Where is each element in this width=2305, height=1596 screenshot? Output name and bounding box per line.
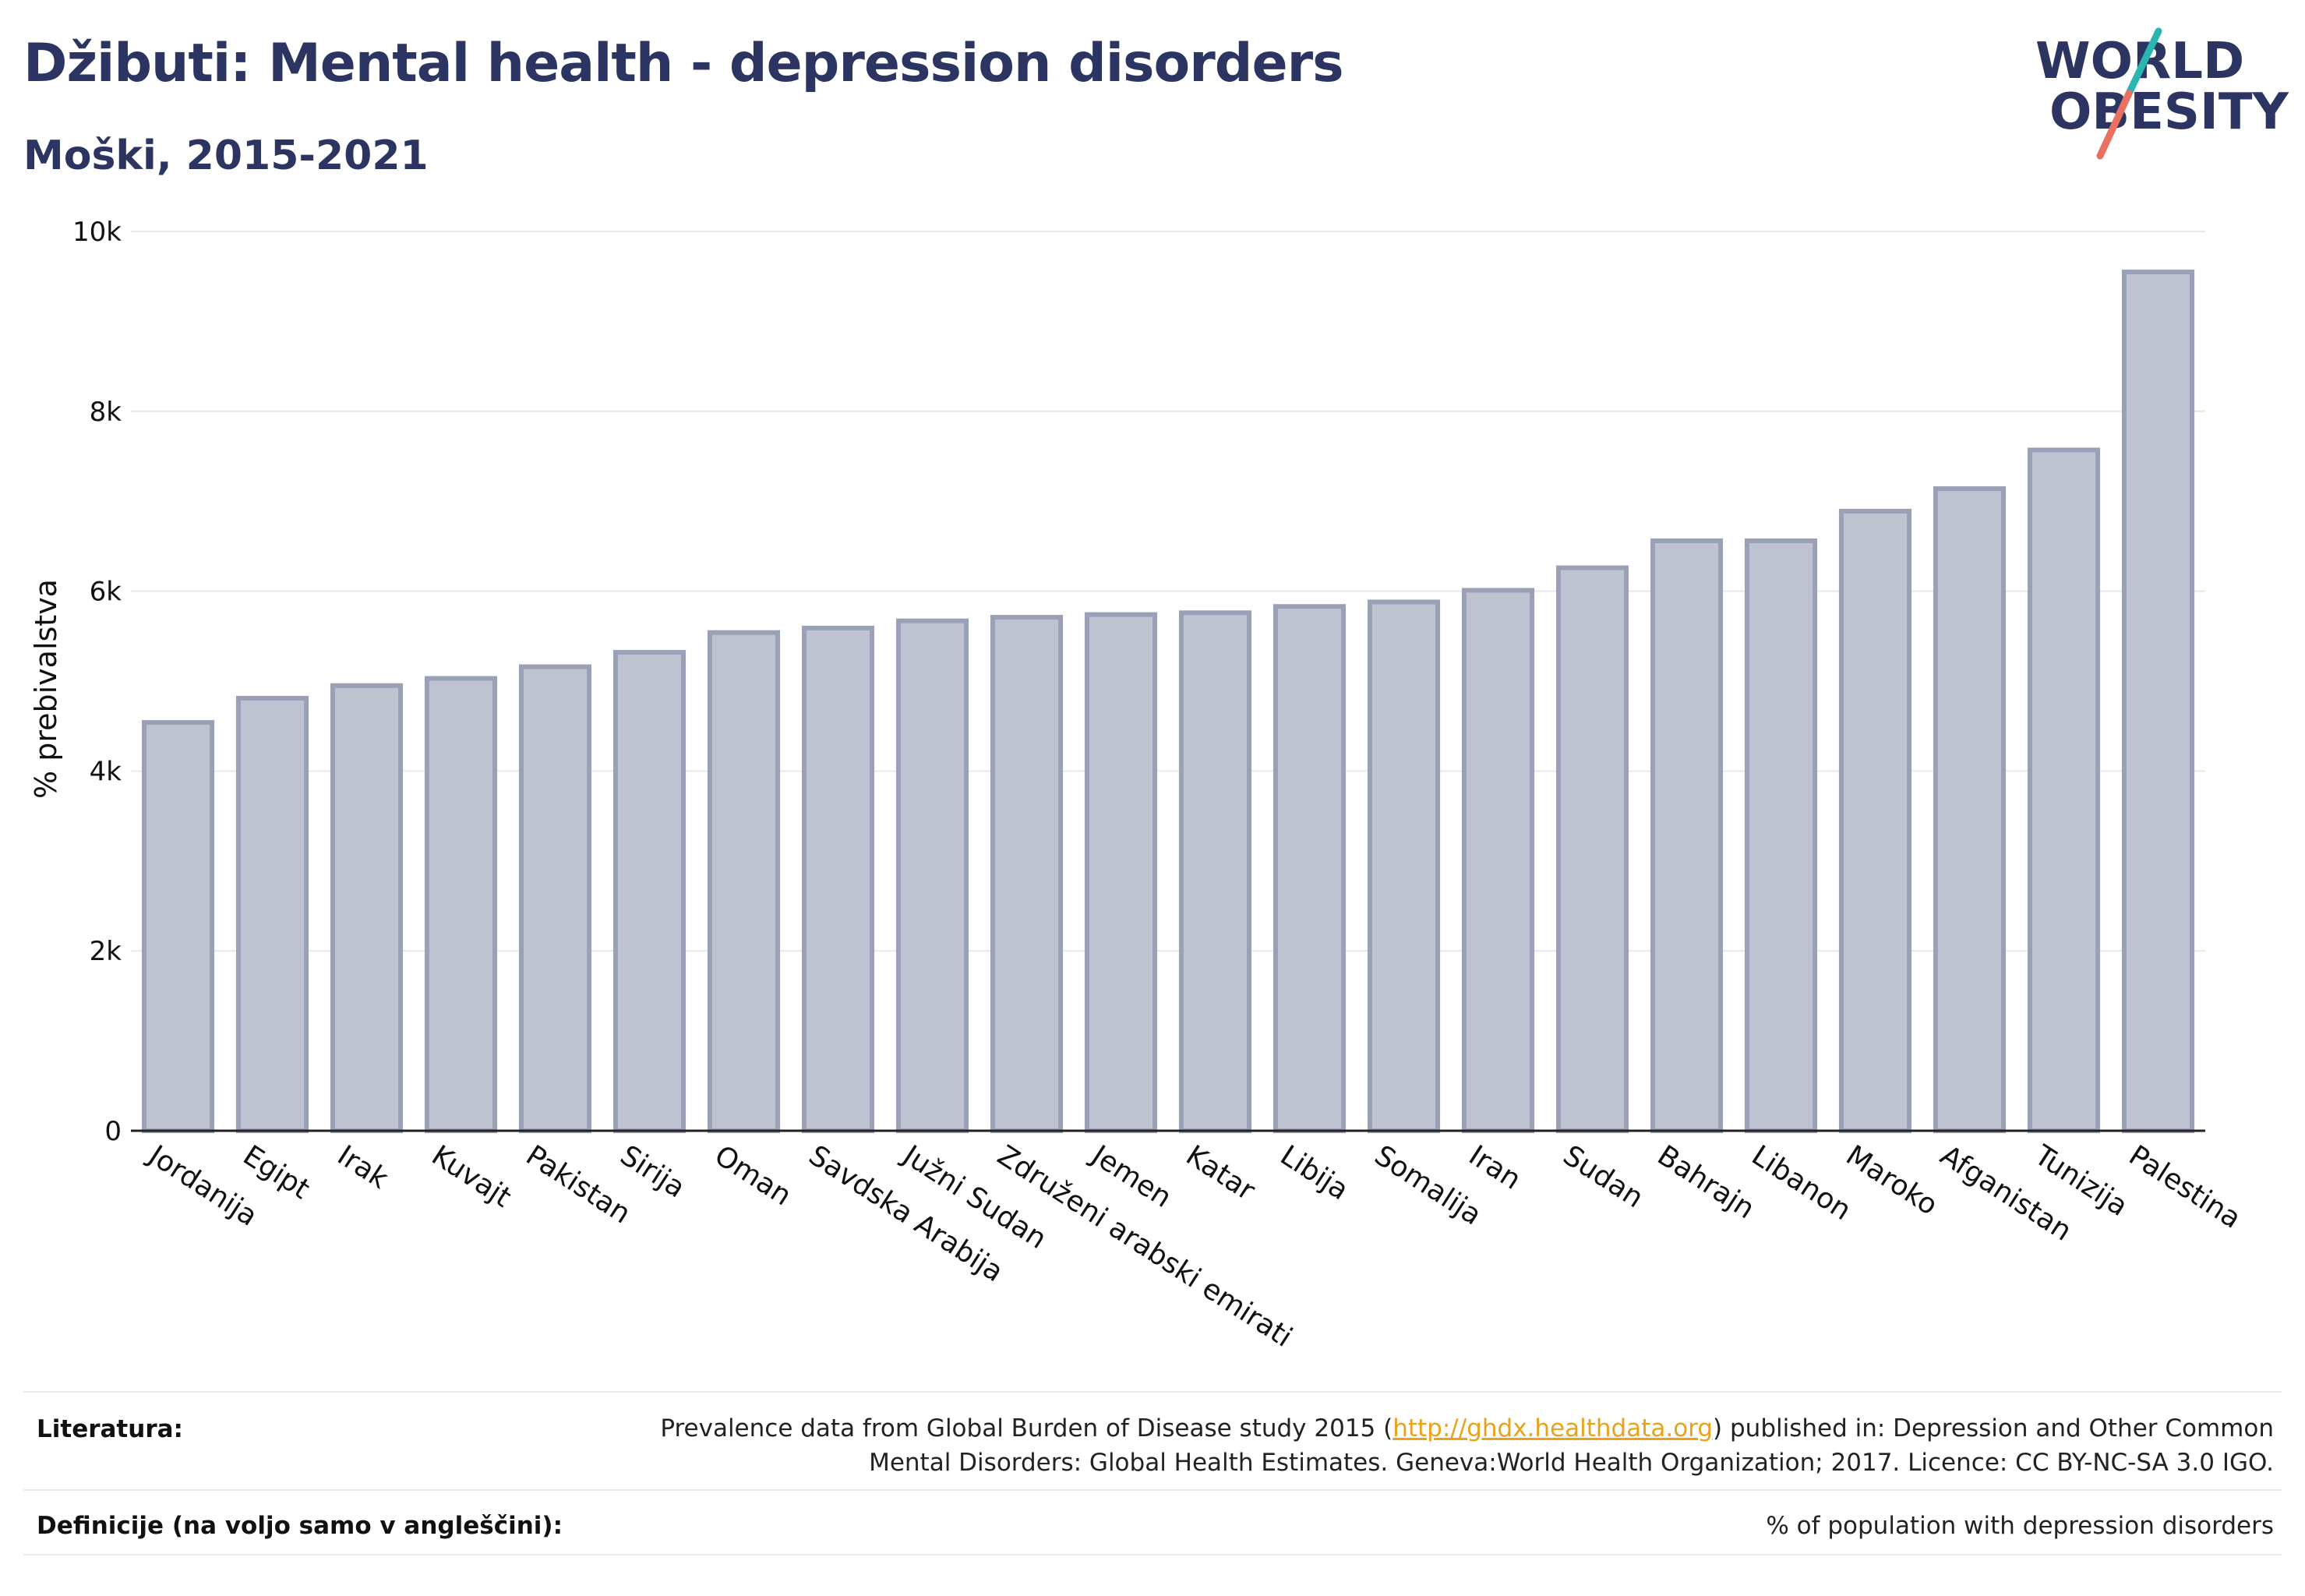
bar <box>612 650 687 1133</box>
y-axis-label: % prebivalstva <box>29 579 63 799</box>
footer-rule-middle <box>23 1489 2282 1491</box>
bar <box>1838 508 1912 1133</box>
x-tick-label: Palestina <box>2123 1139 2247 1235</box>
bar <box>895 618 969 1133</box>
y-tick-label: 10k <box>72 217 122 248</box>
bar <box>2027 447 2101 1133</box>
sources-suffix: ) published in: Depression and Other Com… <box>1713 1414 2274 1442</box>
definitions-text: % of population with depression disorder… <box>1766 1512 2274 1540</box>
bar <box>424 676 498 1133</box>
x-tick-label: Egipt <box>238 1139 316 1206</box>
x-tick-label: Iran <box>1463 1139 1527 1196</box>
world-obesity-logo: WORLD OBESITY <box>2035 27 2289 160</box>
logo-slash-teal <box>2125 27 2162 97</box>
definitions-label: Definicije (na voljo samo v angleščini): <box>37 1512 563 1540</box>
x-tick-label: Irak <box>332 1139 394 1195</box>
bar <box>235 695 309 1133</box>
x-tick-label: Bahrajn <box>1652 1139 1760 1225</box>
x-tick-label: Maroko <box>1841 1139 1943 1222</box>
x-tick-label: Pakistan <box>521 1139 637 1230</box>
bar <box>1650 538 1724 1133</box>
logo-line1: WORLD <box>2035 33 2244 90</box>
y-tick-label: 4k <box>90 756 122 787</box>
page-title: Džibuti: Mental health - depression diso… <box>23 33 1344 94</box>
sources-line2: Mental Disorders: Global Health Estimate… <box>869 1449 2274 1477</box>
sources-label: Literatura: <box>37 1415 183 1443</box>
bar <box>1555 565 1629 1133</box>
x-tick-label: Kuvajt <box>426 1139 517 1213</box>
bar <box>1461 588 1535 1133</box>
sources-line1: Prevalence data from Global Burden of Di… <box>559 1411 2274 1446</box>
bar <box>1084 612 1158 1133</box>
bar <box>2121 269 2195 1133</box>
x-tick-label: Jordanija <box>142 1139 263 1233</box>
x-tick-label: Oman <box>709 1139 797 1212</box>
bar <box>1178 610 1252 1133</box>
bar <box>1933 486 2007 1133</box>
x-tick-label: Katar <box>1181 1139 1261 1207</box>
logo-slash-coral <box>2096 90 2133 160</box>
bar <box>990 615 1064 1133</box>
bar <box>1273 604 1347 1133</box>
footer-rule-bottom <box>23 1554 2282 1555</box>
bar <box>801 625 875 1133</box>
sources-link[interactable]: http://ghdx.healthdata.org <box>1393 1414 1714 1442</box>
bar <box>707 630 781 1133</box>
footer-rule-top <box>23 1391 2282 1393</box>
bar-chart: 0 2k 4k 6k 8k 10k % prebivalstva JordanijaEgipt… <box>29 217 2247 1354</box>
y-tick-label: 6k <box>90 577 122 608</box>
bar <box>330 683 404 1133</box>
sources-text: Prevalence data from Global Burden of Di… <box>559 1411 2274 1480</box>
x-tick-label: Libanon <box>1746 1139 1857 1227</box>
bar <box>141 720 215 1133</box>
y-tick-label: 2k <box>90 936 122 967</box>
x-tick-label: Sirija <box>615 1139 691 1204</box>
y-tick-label: 8k <box>90 397 122 428</box>
y-tick-label: 0 <box>104 1116 122 1147</box>
x-tick-label: Libija <box>1275 1139 1354 1206</box>
sources-prefix: Prevalence data from Global Burden of Di… <box>660 1414 1393 1442</box>
logo-line2: OBESITY <box>2049 83 2289 141</box>
x-tick-label: Somalija <box>1369 1139 1488 1231</box>
page-subtitle: Moški, 2015-2021 <box>23 132 429 179</box>
bar <box>518 664 592 1133</box>
bar <box>1367 599 1441 1133</box>
x-tick-label: Sudan <box>1558 1139 1649 1214</box>
bar <box>1744 538 1818 1133</box>
